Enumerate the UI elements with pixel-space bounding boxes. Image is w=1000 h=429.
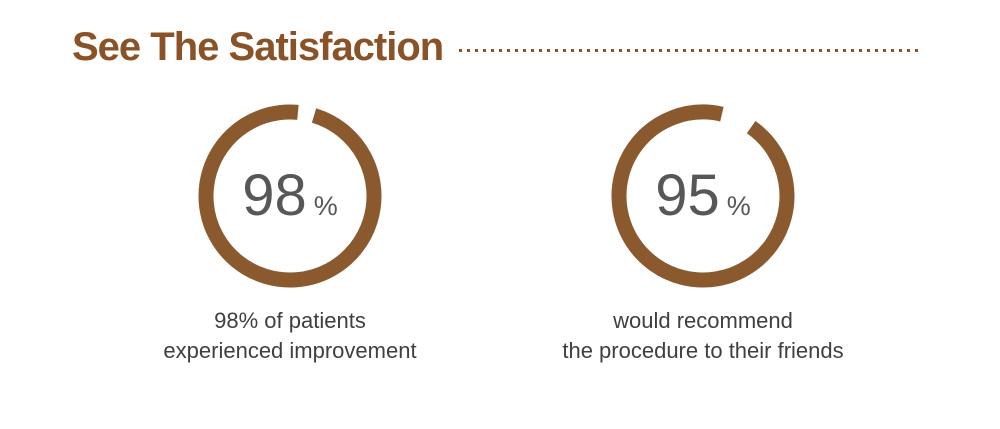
caption-line: 98% of patients [214,308,366,333]
header: See The Satisfaction [0,0,1000,70]
percent-value: 95 [655,163,720,228]
stats-row: 98 % 98% of patients experienced improve… [0,104,1000,366]
donut-ring-arc [198,104,382,288]
percent-group: 95 % [655,167,751,225]
page-title: See The Satisfaction [72,25,444,69]
stat-caption-improvement: 98% of patients experienced improvement [163,306,416,366]
percent-group: 98 % [242,167,338,225]
percent-value: 98 [242,163,307,228]
stat-recommend: 95 % would recommend the procedure to th… [503,104,903,366]
caption-line: experienced improvement [163,338,417,363]
percent-readout: 95 % [611,104,795,288]
stat-improvement: 98 % 98% of patients experienced improve… [95,104,485,366]
donut-chart-improvement: 98 % [198,104,382,288]
percent-sign: % [313,191,338,221]
donut-chart-recommend: 95 % [611,104,795,288]
donut-ring-svg [611,104,795,288]
percent-sign: % [726,191,751,221]
dotted-divider-line [459,48,922,52]
caption-line: the procedure to their friends [562,338,844,363]
stat-caption-recommend: would recommend the procedure to their f… [562,306,843,366]
donut-ring-svg [198,104,382,288]
percent-readout: 98 % [198,104,382,288]
caption-line: would recommend [613,308,793,333]
